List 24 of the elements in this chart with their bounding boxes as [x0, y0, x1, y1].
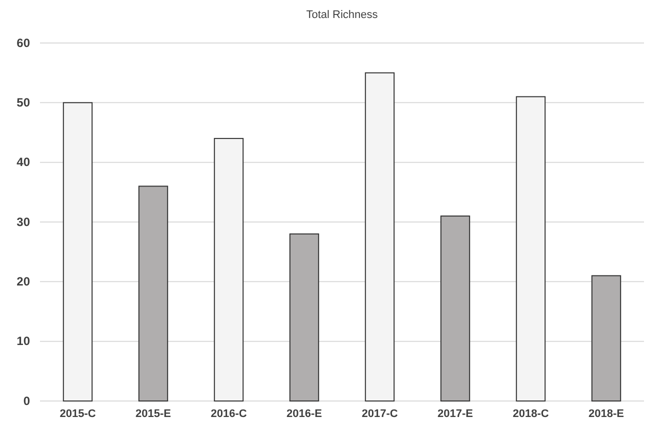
- x-tick-label: 2015-E: [136, 408, 171, 420]
- x-tick-label: 2018-C: [512, 408, 549, 420]
- bar: [214, 138, 244, 402]
- x-tick-label: 2017-E: [438, 408, 473, 420]
- x-tick-label: 2017-C: [362, 408, 398, 420]
- y-tick-label: 20: [16, 274, 30, 289]
- bar: [440, 216, 470, 402]
- x-tick-label: 2018-E: [588, 408, 624, 420]
- bar: [289, 233, 320, 402]
- bar: [591, 275, 622, 402]
- x-tick-label: 2015-C: [60, 408, 96, 420]
- chart-title: Total Richness: [306, 9, 378, 21]
- y-tick-label: 30: [16, 214, 30, 229]
- y-tick-label: 60: [16, 36, 30, 50]
- bar: [364, 72, 395, 402]
- y-tick-label: 50: [16, 96, 30, 110]
- x-tick-label: 2016-C: [210, 408, 247, 420]
- bar: [516, 96, 546, 402]
- y-tick-label: 10: [16, 334, 30, 348]
- y-tick-label: 40: [16, 155, 30, 170]
- y-tick-label: 0: [23, 394, 30, 408]
- x-tick-label: 2016-E: [286, 408, 322, 420]
- bar: [138, 186, 168, 402]
- bar: [62, 102, 93, 402]
